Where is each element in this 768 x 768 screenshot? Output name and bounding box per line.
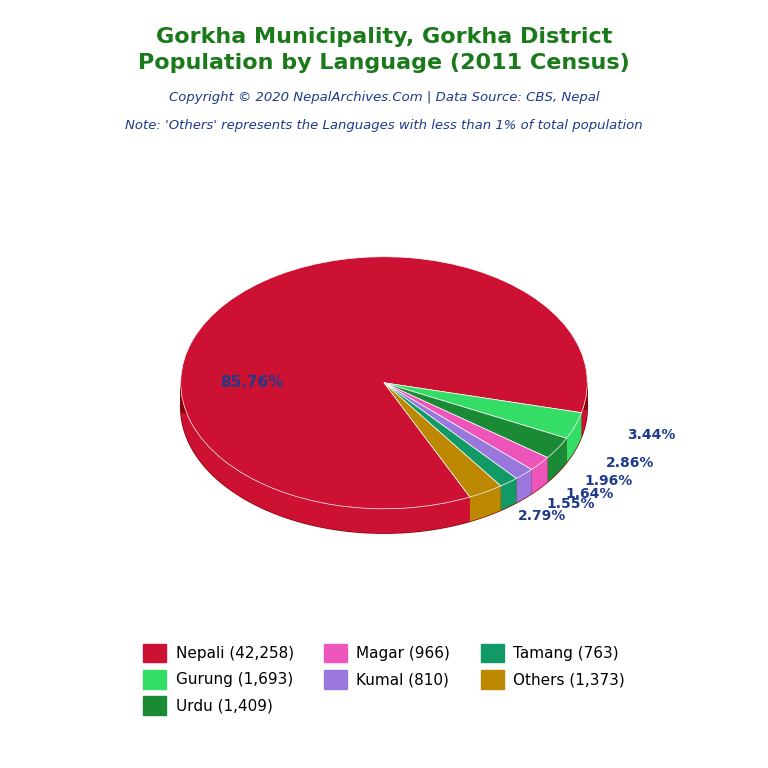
Text: 85.76%: 85.76% — [220, 376, 283, 390]
Wedge shape — [384, 382, 501, 497]
Text: 2.79%: 2.79% — [518, 509, 567, 523]
Polygon shape — [501, 478, 516, 511]
Wedge shape — [384, 382, 581, 439]
Polygon shape — [548, 439, 567, 482]
Text: 2.86%: 2.86% — [606, 455, 654, 469]
Polygon shape — [470, 486, 501, 521]
Wedge shape — [384, 382, 531, 478]
Polygon shape — [180, 382, 588, 533]
Wedge shape — [384, 382, 548, 469]
Wedge shape — [384, 382, 567, 458]
Text: Note: 'Others' represents the Languages with less than 1% of total population: Note: 'Others' represents the Languages … — [125, 119, 643, 132]
Text: Gorkha Municipality, Gorkha District
Population by Language (2011 Census): Gorkha Municipality, Gorkha District Pop… — [138, 27, 630, 73]
Text: 1.55%: 1.55% — [546, 497, 594, 511]
Text: 1.96%: 1.96% — [584, 475, 633, 488]
Text: Copyright © 2020 NepalArchives.Com | Data Source: CBS, Nepal: Copyright © 2020 NepalArchives.Com | Dat… — [169, 91, 599, 104]
Polygon shape — [531, 458, 548, 494]
Wedge shape — [180, 257, 588, 508]
Polygon shape — [567, 412, 581, 462]
Text: 1.64%: 1.64% — [565, 487, 614, 502]
Legend: Nepali (42,258), Gurung (1,693), Urdu (1,409), Magar (966), Kumal (810), Tamang : Nepali (42,258), Gurung (1,693), Urdu (1… — [137, 637, 631, 721]
Wedge shape — [384, 382, 516, 486]
Polygon shape — [516, 469, 531, 503]
Text: 3.44%: 3.44% — [627, 429, 676, 442]
Polygon shape — [181, 386, 588, 533]
